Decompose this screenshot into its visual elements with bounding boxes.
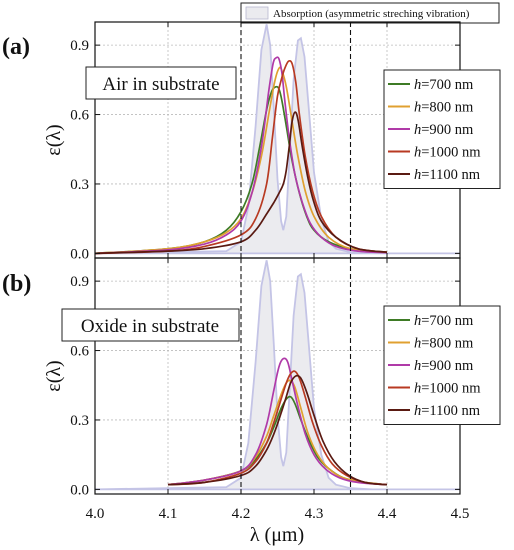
- series-line-2: [95, 56, 388, 255]
- series-line-4: [95, 111, 388, 255]
- legend-entry-0: h=700 nm: [414, 77, 474, 93]
- panel-b-annotation-text: Oxide in substrate: [81, 316, 219, 337]
- panel-a-ylabel: ε(λ): [43, 124, 65, 155]
- x-axis-label: λ (μm): [250, 524, 304, 546]
- y-tick-label: 0.0: [70, 482, 89, 498]
- panel-b-dashed-lines: [240, 258, 352, 494]
- panel-b-annotation-frame: [61, 308, 240, 342]
- y-tick-label: 0.6: [70, 344, 89, 360]
- panel-a-y-ticks: 0.0 0.3 0.6 0.9: [70, 38, 460, 262]
- legend-entry-3: h=1000 nm: [414, 381, 481, 397]
- x-tick-label: 4.1: [159, 506, 178, 522]
- y-tick-label: 0.3: [70, 413, 89, 429]
- x-axis-ticks: 4.0 4.1 4.2 4.3 4.4 4.5: [86, 22, 470, 522]
- y-tick-label: 0.9: [70, 38, 89, 54]
- panel-a-legend: h=700 nm h=800 nm h=900 nm h=1000 nm h=1100 …: [383, 69, 501, 189]
- panel-a-dashed-lines: [240, 22, 352, 258]
- y-tick-label: 0.0: [70, 246, 89, 262]
- absorption-legend-swatch: [245, 6, 269, 20]
- series-line-3: [167, 370, 388, 486]
- legend-entry-4: h=1100 nm: [414, 167, 481, 183]
- y-tick-label: 0.9: [70, 274, 89, 290]
- absorption-legend-label: Absorption (asymmetric streching vibrati…: [273, 8, 470, 20]
- panel-b-series-lines: [167, 357, 388, 486]
- panel-a-label: (a): [2, 34, 30, 60]
- panel-b-label: (b): [2, 271, 31, 297]
- legend-entry-1: h=800 nm: [414, 100, 474, 116]
- panel-a-annotation-frame: [85, 66, 237, 100]
- x-tick-label: 4.2: [232, 506, 251, 522]
- x-tick-label: 4.3: [305, 506, 324, 522]
- panel-b-annotation: Oxide in substrate: [61, 308, 240, 342]
- panel-b-y-ticks: 0.0 0.3 0.6 0.9: [70, 274, 460, 498]
- legend-entry-0: h=700 nm: [414, 313, 474, 329]
- panel-b: (b) 0.0 0.3 0.6 0.9 ε(λ) Oxide in substrate…: [2, 257, 501, 498]
- y-tick-label: 0.6: [70, 108, 89, 124]
- panel-a-annotation-text: Air in substrate: [102, 74, 219, 95]
- panel-a-annotation: Air in substrate: [85, 66, 237, 100]
- legend-entry-2: h=900 nm: [414, 122, 474, 138]
- panel-b-legend: h=700 nm h=800 nm h=900 nm h=1000 nm h=1100 …: [383, 305, 501, 425]
- legend-entry-2: h=900 nm: [414, 358, 474, 374]
- absorption-legend-frame: [240, 2, 500, 24]
- panel-b-ylabel: ε(λ): [43, 360, 65, 391]
- series-line-1: [95, 66, 388, 255]
- x-tick-label: 4.0: [86, 506, 105, 522]
- y-tick-label: 0.3: [70, 177, 89, 193]
- series-line-4: [167, 374, 388, 486]
- panel-a: (a) 0.0 0.3 0.6 0.9 ε(λ) Air in substrate h…: [2, 21, 501, 262]
- absorption-legend: Absorption (asymmetric streching vibrati…: [240, 2, 500, 24]
- series-line-2: [167, 357, 388, 486]
- legend-entry-1: h=800 nm: [414, 336, 474, 352]
- legend-entry-3: h=1000 nm: [414, 145, 481, 161]
- x-tick-label: 4.4: [378, 506, 397, 522]
- legend-entry-4: h=1100 nm: [414, 403, 481, 419]
- x-tick-label: 4.5: [451, 506, 470, 522]
